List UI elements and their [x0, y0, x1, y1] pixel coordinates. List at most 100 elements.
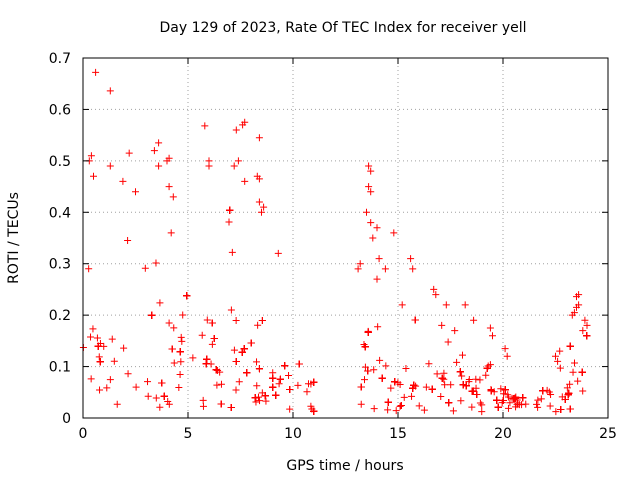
- roti-point: [493, 396, 501, 404]
- roti-point: [256, 397, 264, 405]
- roti-point: [232, 386, 240, 394]
- roti-point: [364, 328, 372, 336]
- roti-point: [241, 118, 249, 126]
- roti-point: [208, 319, 216, 327]
- roti-point: [227, 306, 235, 314]
- roti-point: [160, 392, 168, 400]
- roti-point: [504, 404, 512, 412]
- roti-point: [437, 392, 445, 400]
- roti-point: [483, 364, 491, 372]
- roti-point: [554, 357, 562, 365]
- roti-point: [177, 358, 185, 366]
- roti-point: [103, 384, 111, 392]
- roti-point: [354, 265, 362, 273]
- roti-point: [307, 402, 315, 410]
- roti-point: [199, 396, 207, 404]
- roti-point: [512, 403, 520, 411]
- roti-point: [210, 334, 218, 342]
- roti-point: [253, 382, 261, 390]
- roti-point: [85, 265, 93, 273]
- roti-point: [364, 367, 372, 375]
- roti-point: [141, 264, 149, 272]
- roti-point: [253, 358, 261, 366]
- roti-point: [258, 389, 266, 397]
- roti-point: [478, 401, 486, 409]
- roti-point: [178, 337, 186, 345]
- roti-point: [155, 139, 163, 147]
- chart-title: Day 129 of 2023, Rate Of TEC Index for r…: [159, 20, 526, 36]
- roti-point: [158, 379, 166, 387]
- roti-point: [449, 407, 457, 415]
- roti-point: [208, 340, 216, 348]
- roti-point: [440, 375, 448, 383]
- roti-point: [170, 359, 178, 367]
- roti-point: [276, 375, 284, 383]
- roti-point: [170, 324, 178, 332]
- roti-point: [367, 219, 375, 227]
- x-axis-label: GPS time / hours: [286, 458, 403, 474]
- roti-point: [391, 378, 399, 386]
- roti-point: [274, 249, 282, 257]
- roti-point: [457, 397, 465, 405]
- roti-point: [238, 348, 246, 356]
- roti-point: [384, 398, 392, 406]
- roti-point: [459, 381, 467, 389]
- roti-point: [581, 316, 589, 324]
- roti-point: [165, 319, 173, 327]
- roti-point: [518, 401, 526, 409]
- roti-point: [470, 316, 478, 324]
- roti-point: [378, 374, 386, 382]
- roti-point: [552, 352, 559, 360]
- roti-point: [165, 400, 173, 408]
- roti-point: [156, 403, 164, 411]
- roti-point: [447, 381, 455, 389]
- roti-point: [367, 188, 375, 196]
- roti-point: [494, 403, 502, 411]
- roti-point: [410, 381, 418, 389]
- roti-point: [511, 394, 519, 402]
- roti-point: [203, 316, 211, 324]
- y-tick-label: 0.7: [49, 51, 71, 67]
- roti-point: [258, 208, 265, 216]
- roti-point: [303, 388, 311, 396]
- roti-point: [247, 339, 255, 347]
- roti-point: [144, 378, 152, 386]
- x-tick-label: 5: [184, 426, 193, 442]
- roti-point: [409, 384, 417, 392]
- x-tick-label: 15: [389, 426, 407, 442]
- roti-point: [110, 357, 118, 365]
- roti-point: [376, 356, 384, 364]
- roti-point: [373, 224, 381, 232]
- roti-point: [428, 385, 436, 393]
- roti-point: [152, 259, 160, 267]
- roti-point: [357, 383, 365, 391]
- roti-point: [545, 388, 553, 396]
- roti-point: [415, 402, 423, 410]
- roti-point: [430, 285, 438, 293]
- roti-point: [227, 404, 235, 412]
- roti-point: [390, 229, 398, 237]
- roti-point: [87, 375, 95, 383]
- roti-point: [252, 398, 260, 406]
- roti-point: [179, 311, 187, 319]
- roti-point: [489, 332, 496, 340]
- roti-point: [440, 369, 448, 377]
- y-tick-label: 0.2: [49, 308, 71, 324]
- roti-point: [468, 387, 476, 395]
- roti-point: [369, 234, 377, 242]
- roti-point: [370, 366, 378, 374]
- roti-point: [363, 208, 370, 216]
- roti-point: [230, 346, 238, 354]
- roti-point: [579, 387, 587, 395]
- roti-point: [569, 368, 577, 376]
- roti-point: [472, 375, 480, 383]
- x-tick-label: 10: [284, 426, 302, 442]
- x-tick-label: 25: [599, 426, 617, 442]
- roti-point: [367, 167, 375, 175]
- roti-point: [382, 362, 390, 370]
- roti-point: [167, 229, 175, 237]
- roti-point: [258, 316, 266, 324]
- roti-point: [232, 316, 240, 324]
- roti-point: [89, 325, 97, 333]
- data-points: [79, 68, 591, 416]
